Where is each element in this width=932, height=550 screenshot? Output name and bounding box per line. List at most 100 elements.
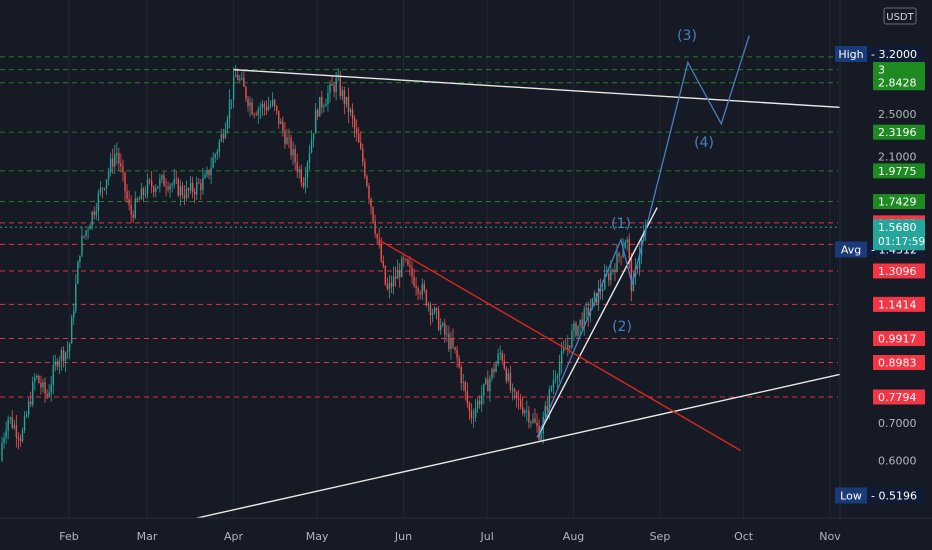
wave-projection-path[interactable] (536, 35, 750, 438)
candle-down (46, 393, 48, 397)
candle-down (355, 128, 358, 134)
stat-name-badge (835, 46, 867, 62)
candle-up (616, 253, 618, 273)
candle-up (626, 239, 628, 242)
x-tick-label: Mar (137, 530, 158, 543)
candle-up (483, 383, 485, 396)
candle-up (497, 354, 499, 364)
candle-down (522, 407, 524, 414)
candle-up (232, 76, 235, 100)
resistance-level-badge[interactable] (873, 75, 925, 91)
candle-up (554, 378, 557, 380)
candle-up (624, 241, 626, 249)
candle-up (489, 378, 491, 392)
support-level-badge[interactable] (873, 389, 925, 405)
candle-down (413, 276, 415, 286)
candle-down (493, 368, 495, 372)
candle-down (253, 114, 255, 116)
candle-up (212, 157, 214, 168)
candle-up (114, 154, 116, 167)
candle-down (194, 192, 196, 195)
candle-down (191, 182, 194, 193)
candle-down (380, 244, 382, 262)
candle-up (95, 211, 97, 215)
current-price-countdown: 01:17:59 (878, 236, 925, 248)
candle-down (347, 96, 350, 113)
candle-down (501, 352, 503, 361)
candle-up (58, 360, 61, 367)
candle-up (440, 325, 442, 330)
candle-down (519, 399, 522, 408)
candle-up (308, 152, 311, 163)
candle-down (368, 185, 370, 199)
support-level-badge[interactable] (873, 330, 925, 346)
candle-down (175, 179, 177, 180)
candle-up (5, 430, 7, 438)
support-level-value: 0.9917 (878, 332, 917, 345)
candle-down (177, 179, 179, 196)
support-level-badge[interactable] (873, 296, 925, 312)
candle-down (628, 239, 630, 259)
candle-up (77, 261, 79, 284)
candle-down (382, 261, 384, 266)
stat-value-badge (867, 487, 925, 504)
trendline[interactable] (141, 364, 884, 532)
candle-down (405, 259, 407, 260)
candle-down (399, 270, 401, 277)
candle-up (298, 169, 300, 172)
support-level-badge[interactable] (873, 263, 925, 279)
x-tick-label: Sep (650, 530, 671, 543)
candle-up (532, 418, 534, 423)
candle-up (612, 269, 614, 271)
candle-down (466, 391, 469, 404)
candle-down (44, 382, 46, 394)
trendline[interactable] (536, 207, 658, 438)
candle-down (198, 182, 200, 184)
candle-up (329, 83, 331, 94)
current-price-badge[interactable] (873, 219, 925, 251)
candle-up (171, 184, 173, 186)
candle-down (237, 74, 239, 81)
candle-up (558, 363, 561, 377)
candle-up (68, 343, 71, 351)
current-price-value: 1.5680 (878, 221, 917, 234)
candle-down (183, 195, 186, 199)
resistance-level-badge[interactable] (873, 194, 925, 210)
candle-up (21, 430, 24, 441)
y-tick-label: 0.6000 (878, 455, 917, 468)
candle-up (433, 308, 436, 314)
candle-up (109, 158, 112, 172)
candle-up (610, 270, 612, 281)
candle-down (452, 338, 454, 348)
candle-up (446, 333, 448, 335)
trendline[interactable] (233, 68, 870, 110)
x-tick-label: Feb (59, 530, 78, 543)
trendline[interactable] (378, 239, 742, 452)
candle-down (435, 308, 438, 311)
candle-up (585, 308, 587, 310)
candle-down (425, 290, 428, 306)
currency-badge[interactable] (883, 7, 917, 25)
candle-down (331, 83, 333, 86)
candle-up (540, 433, 542, 441)
resistance-level-badge[interactable] (873, 163, 925, 179)
candle-up (286, 137, 288, 144)
candle-down (153, 186, 155, 192)
candle-up (622, 248, 624, 257)
resistance-level-badge[interactable] (873, 124, 925, 140)
candle-down (517, 397, 520, 400)
candle-up (105, 179, 108, 189)
candle-up (220, 134, 223, 142)
x-tick-label: Apr (224, 530, 244, 543)
candle-up (530, 422, 532, 423)
candle-down (19, 438, 22, 441)
candle-down (222, 134, 225, 138)
candle-down (509, 373, 512, 390)
support-level-badge[interactable] (873, 355, 925, 371)
candle-up (257, 109, 259, 115)
candle-up (396, 270, 399, 279)
resistance-level-badge[interactable] (873, 62, 925, 78)
support-level-value: 1.3096 (878, 265, 917, 278)
candle-up (335, 78, 337, 92)
